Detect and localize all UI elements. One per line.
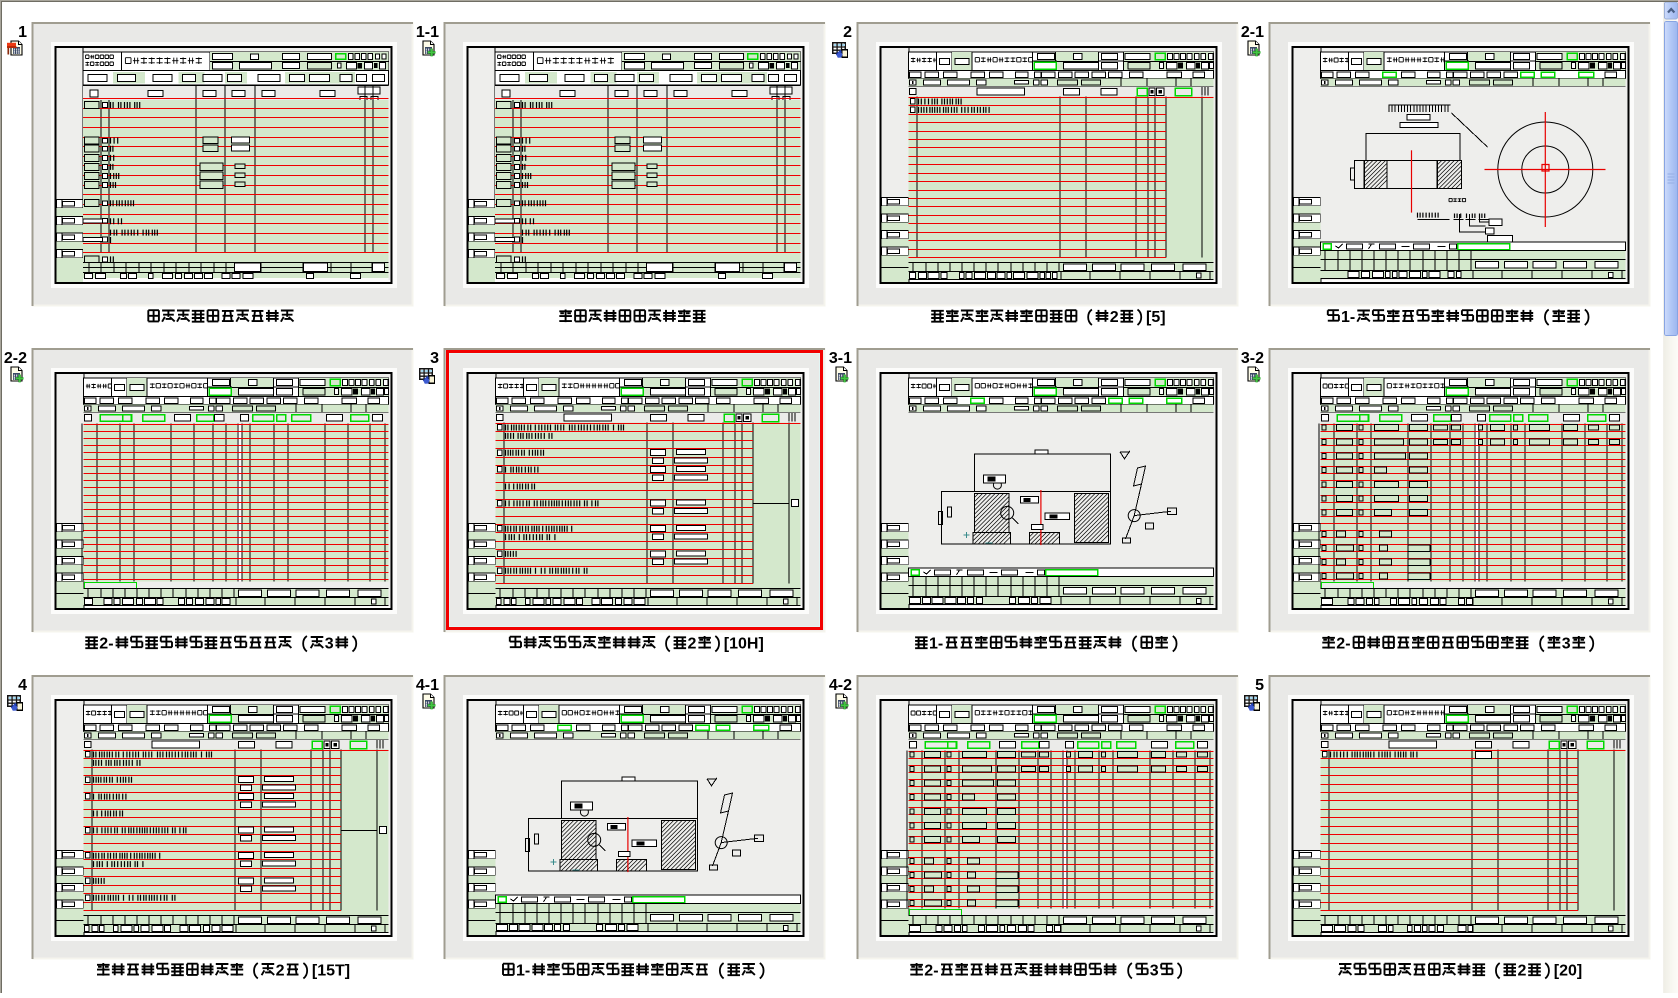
svg-text:2: 2 [1518, 963, 1527, 980]
svg-text:[10H]: [10H] [724, 636, 764, 653]
svg-text:3: 3 [430, 350, 439, 367]
svg-text:2-: 2- [99, 636, 113, 653]
svg-text:[5]: [5] [1146, 309, 1166, 326]
svg-text:2: 2 [688, 636, 697, 653]
svg-text:4-1: 4-1 [416, 677, 439, 694]
svg-text:2-1: 2-1 [1241, 24, 1264, 41]
svg-text:2: 2 [276, 963, 285, 980]
svg-text:3-1: 3-1 [829, 350, 852, 367]
svg-text:2-: 2- [924, 963, 938, 980]
svg-text:3-2: 3-2 [1241, 350, 1264, 367]
svg-text:5: 5 [1255, 677, 1264, 694]
svg-text:1-: 1- [1341, 309, 1355, 326]
svg-text:3: 3 [1562, 636, 1571, 653]
svg-text:2-2: 2-2 [4, 350, 27, 367]
svg-text:2-: 2- [1336, 636, 1350, 653]
svg-text:2: 2 [843, 24, 852, 41]
svg-text:3: 3 [325, 636, 334, 653]
svg-text:3: 3 [1150, 963, 1159, 980]
svg-text:1-: 1- [929, 636, 943, 653]
svg-text:1-: 1- [516, 963, 530, 980]
svg-text:1: 1 [18, 24, 27, 41]
svg-text:4-2: 4-2 [829, 677, 852, 694]
svg-text:2: 2 [1110, 309, 1119, 326]
svg-text:1-1: 1-1 [416, 24, 439, 41]
svg-text:[20]: [20] [1554, 963, 1582, 980]
svg-text:4: 4 [18, 677, 27, 694]
svg-text:[15T]: [15T] [312, 963, 350, 980]
